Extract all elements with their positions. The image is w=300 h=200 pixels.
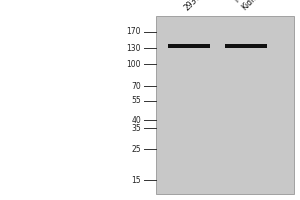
Text: 15: 15 (131, 176, 141, 185)
Text: 170: 170 (127, 27, 141, 36)
Text: 25: 25 (131, 145, 141, 154)
Text: 130: 130 (127, 44, 141, 53)
Bar (156, 16, 294, 194)
Bar (225, 44, 267, 48)
Text: 55: 55 (131, 96, 141, 105)
Text: 40: 40 (131, 116, 141, 125)
Bar (168, 44, 210, 48)
Text: Mouse
Kidney: Mouse Kidney (232, 0, 265, 12)
Text: 100: 100 (127, 60, 141, 69)
Text: 293T: 293T (183, 0, 202, 12)
Text: 70: 70 (131, 82, 141, 91)
Text: 35: 35 (131, 124, 141, 133)
